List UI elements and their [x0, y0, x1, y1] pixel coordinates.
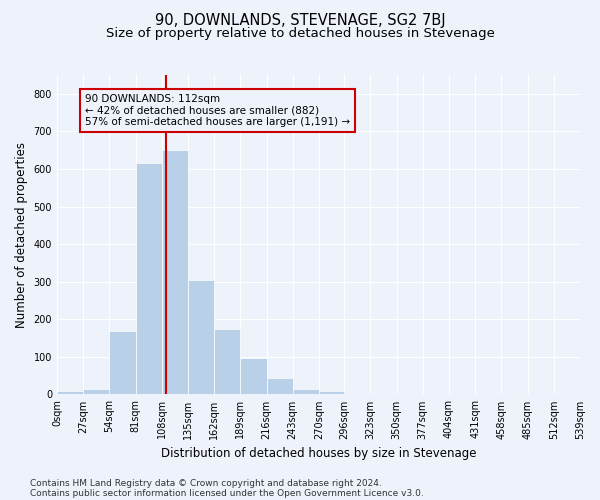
Bar: [214, 328, 241, 394]
Bar: [57, 392, 83, 394]
Text: Contains public sector information licensed under the Open Government Licence v3: Contains public sector information licen…: [30, 488, 424, 498]
Bar: [83, 389, 109, 394]
Text: 90 DOWNLANDS: 112sqm
← 42% of detached houses are smaller (882)
57% of semi-deta: 90 DOWNLANDS: 112sqm ← 42% of detached h…: [85, 94, 350, 127]
Text: 90, DOWNLANDS, STEVENAGE, SG2 7BJ: 90, DOWNLANDS, STEVENAGE, SG2 7BJ: [155, 12, 445, 28]
Text: Size of property relative to detached houses in Stevenage: Size of property relative to detached ho…: [106, 28, 494, 40]
X-axis label: Distribution of detached houses by size in Stevenage: Distribution of detached houses by size …: [161, 447, 476, 460]
Bar: [188, 280, 214, 394]
Bar: [241, 358, 266, 395]
Y-axis label: Number of detached properties: Number of detached properties: [15, 142, 28, 328]
Bar: [319, 390, 344, 394]
Bar: [293, 389, 319, 394]
Bar: [136, 164, 162, 394]
Bar: [162, 150, 188, 394]
Bar: [109, 330, 136, 394]
Bar: [266, 378, 293, 394]
Text: Contains HM Land Registry data © Crown copyright and database right 2024.: Contains HM Land Registry data © Crown c…: [30, 478, 382, 488]
Bar: [502, 392, 527, 394]
